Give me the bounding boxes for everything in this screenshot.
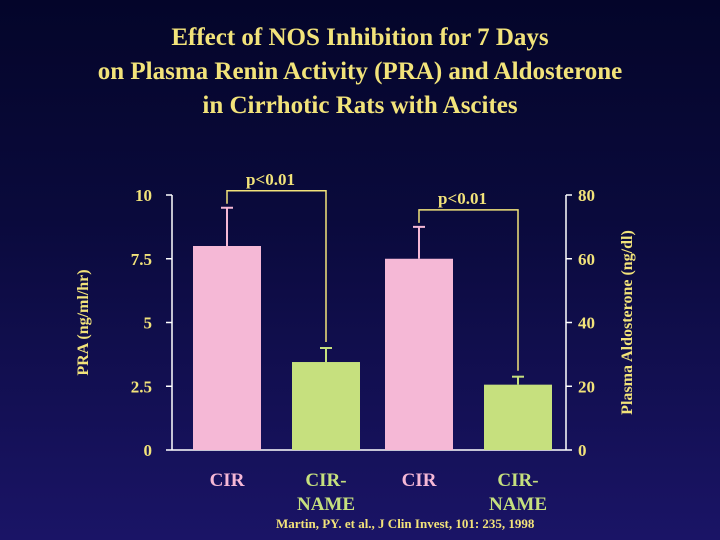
category-label-2-1: CIR: [402, 470, 437, 491]
y-tick-label-2-0: 0: [578, 441, 587, 460]
y-axis-label-2: Plasma Aldosterone (ng/dl): [619, 230, 636, 415]
y-tick-label-1-4: 10: [135, 186, 152, 205]
title-line-3: in Cirrhotic Rats with Ascites: [202, 92, 518, 119]
bar-2-1: [385, 258, 453, 450]
bar-1-2: [292, 362, 360, 450]
category-label-1-1: CIR: [210, 470, 245, 491]
category-label-1-2-line2: NAME: [297, 494, 355, 515]
y-tick-label-2-3: 60: [578, 250, 595, 269]
category-label-2-2-line2: NAME: [489, 494, 547, 515]
y-tick-label-2-2: 40: [578, 314, 595, 333]
significance-bracket-2: [418, 209, 519, 371]
y-tick-label-1-3: 7.5: [131, 250, 152, 269]
significance-label-1: p<0.01: [246, 170, 295, 189]
y-tick-label-1-1: 2.5: [131, 377, 152, 396]
category-label-2-2: CIR-: [497, 470, 538, 491]
title-line-1: Effect of NOS Inhibition for 7 Days: [171, 24, 549, 51]
bar-2-2: [484, 384, 552, 450]
bar-1-1: [193, 246, 261, 450]
significance-bracket-1: [226, 190, 327, 342]
significance-label-2: p<0.01: [438, 189, 487, 208]
y-tick-label-1-0: 0: [144, 441, 153, 460]
y-tick-label-2-1: 20: [578, 377, 595, 396]
y-axis-label-1: PRA (ng/ml/hr): [75, 269, 92, 375]
y-tick-label-2-4: 80: [578, 186, 595, 205]
title-line-2: on Plasma Renin Activity (PRA) and Aldos…: [97, 58, 623, 85]
y-tick-label-1-2: 5: [144, 314, 153, 333]
citation: Martin, PY. et al., J Clin Invest, 101: …: [276, 516, 535, 531]
category-label-1-2: CIR-: [305, 470, 346, 491]
